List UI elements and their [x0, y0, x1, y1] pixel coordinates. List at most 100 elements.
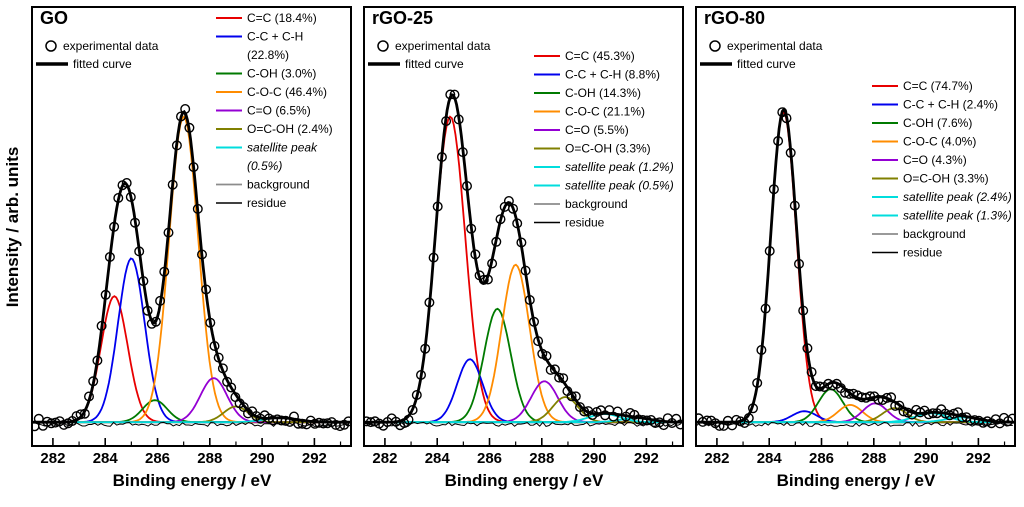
data-point	[159, 266, 170, 277]
rgo25-spectrum-plot: 282 284 286 288 290 292 experimental data fitte…	[363, 6, 684, 467]
data-point	[142, 305, 153, 316]
data-point	[512, 218, 523, 229]
legend: experimental data fitted curve C=C (45.3%)…	[368, 39, 674, 230]
data-point	[566, 391, 577, 402]
x-tick-label: 286	[809, 450, 834, 467]
data-point	[793, 258, 804, 269]
x-tick-label: 292	[302, 450, 327, 467]
x-tick-label: 284	[425, 450, 451, 467]
data-point	[100, 289, 111, 300]
data-point	[491, 236, 502, 247]
panel-rgo-80: rGO-80 282 284 286 288 290 292 experimental da…	[690, 2, 1022, 507]
fitted-curve	[364, 93, 683, 424]
data-point	[129, 217, 140, 228]
legend-label: satellite peak (2.4%)	[903, 190, 1012, 204]
x-tick-label: 290	[250, 450, 275, 467]
data-point	[898, 406, 909, 417]
data-point	[280, 415, 291, 426]
plot-frame	[31, 6, 352, 447]
legend-label: C-C + C-H (8.8%)	[565, 68, 660, 82]
data-point	[773, 135, 784, 146]
experimental-points	[696, 107, 1015, 431]
data-point	[411, 390, 422, 401]
plot-frame	[363, 6, 684, 447]
data-point	[948, 408, 959, 419]
data-point	[516, 237, 527, 248]
legend-label: experimental data	[395, 39, 491, 53]
data-point	[714, 420, 725, 431]
x-tick-label: 282	[704, 450, 729, 467]
data-point	[881, 392, 892, 403]
panel-title-go: GO	[40, 8, 69, 28]
legend-label: fitted curve	[405, 57, 464, 71]
data-point	[466, 223, 477, 234]
rgo80-spectrum-plot: 282 284 286 288 290 292 experimental data fitte…	[695, 6, 1016, 467]
data-point	[217, 363, 228, 374]
panel-title-rgo-25: rGO-25	[372, 8, 434, 28]
data-point	[461, 180, 472, 191]
data-point	[789, 200, 800, 211]
data-point	[806, 367, 817, 378]
legend-label: C=O (5.5%)	[565, 123, 629, 137]
data-point	[886, 392, 897, 403]
data-point	[545, 364, 556, 375]
data-point	[441, 116, 452, 127]
data-point	[155, 295, 166, 306]
data-point	[335, 421, 346, 432]
data-point	[407, 405, 418, 416]
data-point	[79, 408, 90, 419]
x-tick-label: 284	[757, 450, 783, 467]
x-tick-label: 290	[582, 450, 607, 467]
peak-curve-1	[32, 257, 351, 424]
data-point	[420, 343, 431, 354]
data-point	[113, 192, 124, 203]
data-point	[482, 274, 493, 285]
peak-curve-3	[364, 263, 683, 424]
data-point	[731, 414, 742, 425]
legend-label: (0.5%)	[247, 159, 282, 173]
panel-title-rgo-80: rGO-80	[704, 8, 766, 28]
data-point	[226, 382, 237, 393]
legend-label: C-OH (14.3%)	[565, 86, 641, 100]
peak-curve-0	[32, 295, 351, 424]
x-tick-label: 288	[197, 450, 222, 467]
data-point	[478, 274, 489, 285]
data-point	[96, 320, 107, 331]
legend-label: experimental data	[727, 39, 823, 53]
data-point	[764, 245, 775, 256]
data-point	[470, 249, 481, 260]
x-tick-label: 286	[477, 450, 502, 467]
legend-label: fitted curve	[737, 57, 796, 71]
legend-label: residue	[565, 216, 605, 230]
legend-label: C-O-C (21.1%)	[565, 105, 645, 119]
x-tick-label: 292	[966, 450, 991, 467]
plot-area	[364, 89, 683, 431]
legend: experimental data fitted curve C=C (18.4%)…	[36, 11, 333, 210]
data-point	[524, 295, 535, 306]
data-point	[188, 162, 199, 173]
legend-label: C=C (18.4%)	[247, 11, 317, 25]
x-tick-label: 282	[40, 450, 65, 467]
data-point	[343, 416, 351, 427]
legend: experimental data fitted curve C=C (74.7%)…	[700, 39, 1012, 260]
legend-label: satellite peak (1.3%)	[903, 209, 1012, 223]
legend-label: C-O-C (4.0%)	[903, 135, 976, 149]
data-point	[163, 227, 174, 238]
data-point	[138, 276, 149, 287]
data-point	[781, 113, 792, 124]
data-point	[209, 341, 220, 352]
legend-label: (22.8%)	[247, 48, 289, 62]
data-point	[768, 184, 779, 195]
legend-label: experimental data	[63, 39, 159, 53]
legend-label: satellite peak	[247, 141, 318, 155]
legend-label: residue	[247, 196, 287, 210]
data-point	[756, 345, 767, 356]
legend-label: satellite peak (0.5%)	[565, 179, 674, 193]
legend-label: O=C-OH (3.3%)	[565, 142, 651, 156]
data-point	[121, 177, 132, 188]
data-point	[453, 114, 464, 125]
data-point	[125, 191, 136, 202]
data-point	[612, 406, 623, 417]
data-point	[289, 411, 300, 422]
data-point	[890, 400, 901, 411]
